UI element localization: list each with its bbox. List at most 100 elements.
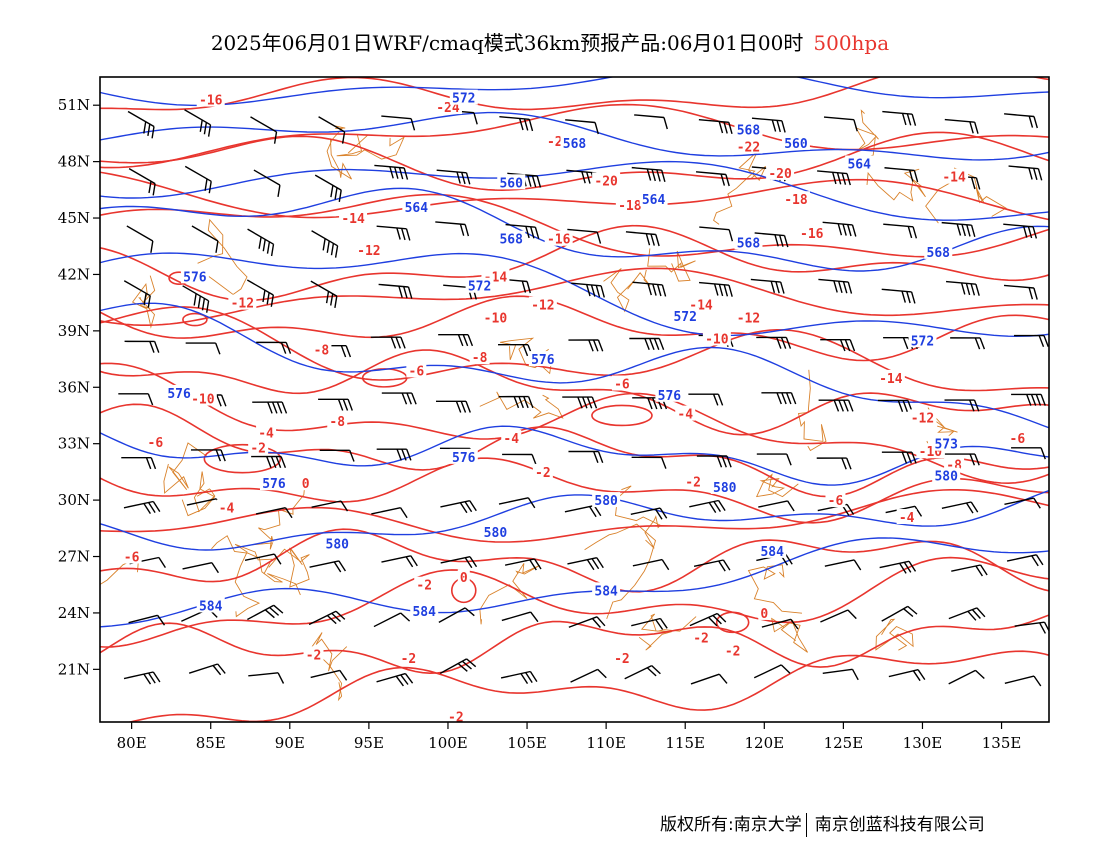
contour-value: -14 — [879, 372, 903, 387]
label-backdrop — [457, 569, 470, 585]
contour-value: 584 — [199, 599, 223, 614]
wind-barb — [951, 564, 988, 577]
wind-barb — [879, 560, 917, 574]
wind-barb — [888, 669, 926, 682]
contour-value: 572 — [911, 334, 934, 349]
wind-barb — [256, 341, 292, 354]
wind-barb — [761, 618, 799, 630]
boundary-line — [647, 248, 696, 282]
contour-value: -2 — [306, 648, 322, 663]
temperature-isotherm — [100, 193, 1049, 258]
label-backdrop — [592, 582, 621, 598]
contour-value: -4 — [503, 432, 519, 447]
wind-barb — [308, 610, 346, 626]
contour-value: -8 — [472, 351, 488, 366]
label-backdrop — [734, 234, 763, 250]
wind-barb — [570, 668, 607, 683]
contour-value: -4 — [677, 408, 693, 423]
wind-barb — [182, 285, 210, 313]
contour-labels: -16-24-22 -22-20-20-18 -18-16 -16-14-14-12-… — [121, 89, 1028, 725]
label-backdrop — [615, 196, 644, 212]
label-backdrop — [165, 384, 194, 400]
label-backdrop — [414, 576, 435, 592]
wind-barb — [884, 167, 919, 183]
contour-value: -10 — [484, 312, 508, 327]
label-backdrop — [497, 230, 526, 246]
contour-value: -2 — [448, 710, 464, 725]
contour-value: 0 — [760, 607, 768, 622]
contour-value: -6 — [828, 494, 844, 509]
wind-barb — [820, 609, 857, 623]
wind-barb — [124, 340, 160, 353]
wind-barb — [253, 169, 281, 198]
contour-value: -6 — [124, 551, 140, 566]
wind-barb — [373, 612, 411, 628]
geopotential-height-contour — [100, 111, 1049, 161]
wind-barb — [185, 342, 221, 355]
contour-value: 576 — [167, 387, 191, 402]
lat-tick-label: 30N — [58, 491, 90, 509]
plot-area: -16-24-22 -22-20-20-18 -18-16 -16-14-14-12-… — [100, 77, 1049, 725]
wind-barb — [1003, 284, 1038, 300]
contour-value: -10 — [705, 332, 729, 347]
wind-barb — [689, 499, 726, 513]
wind-barb — [944, 118, 979, 134]
lon-tick-label: 100E — [428, 734, 468, 752]
label-backdrop — [683, 473, 704, 489]
contour-value: -12 — [911, 411, 934, 426]
contour-value: 568 — [563, 137, 587, 152]
label-backdrop — [445, 708, 466, 722]
wind-barb — [758, 500, 795, 512]
wind-barb — [184, 109, 212, 137]
wind-barb — [883, 223, 918, 239]
boundary-line — [336, 134, 405, 160]
label-backdrop — [180, 268, 209, 284]
wind-barb — [756, 336, 792, 349]
contour-value: -10 — [191, 393, 215, 408]
temperature-closed-contour — [182, 312, 208, 327]
label-backdrop — [675, 405, 696, 421]
wind-barb — [310, 669, 348, 681]
label-backdrop — [896, 509, 917, 525]
wind-barb — [500, 670, 538, 684]
contour-value: 584 — [412, 605, 436, 620]
label-backdrop — [216, 499, 237, 515]
wind-barb — [634, 114, 668, 130]
geopotential-height-contour — [100, 489, 1049, 551]
contour-value: -4 — [219, 502, 235, 517]
label-backdrop — [481, 524, 510, 540]
contour-value: 560 — [784, 137, 808, 152]
wind-barb — [118, 393, 154, 406]
wind-barb — [564, 504, 602, 518]
contour-value: 580 — [484, 526, 508, 541]
wind-barb — [381, 115, 416, 131]
contour-value: 0 — [302, 477, 310, 492]
contour-value: -14 — [341, 212, 365, 227]
contour-value: -16 — [547, 233, 571, 248]
lat-tick-label: 36N — [58, 378, 90, 396]
chart-title: 2025年06月01日WRF/cmaq模式36km预报产品:06月01日00时 5… — [0, 27, 1100, 56]
contour-value: -8 — [329, 415, 345, 430]
wind-barb — [1004, 497, 1041, 509]
temperature-isotherm — [100, 528, 1049, 593]
wind-barb — [309, 560, 346, 573]
wind-barb — [751, 117, 786, 133]
contour-value: -2 — [693, 631, 709, 646]
label-backdrop — [406, 362, 427, 378]
contour-value: -6 — [409, 364, 425, 379]
wind-barb — [440, 556, 478, 569]
contour-value: 580 — [713, 481, 737, 496]
label-backdrop — [528, 296, 557, 312]
contour-value: -24 — [436, 101, 460, 116]
contour-value: 568 — [499, 233, 523, 248]
wind-barb — [567, 228, 602, 244]
label-backdrop — [532, 463, 553, 479]
wind-barb — [565, 119, 599, 135]
contour-value: -2 — [725, 645, 741, 660]
contour-value: -20 — [594, 174, 618, 189]
label-backdrop — [845, 155, 874, 171]
wind-barb — [127, 110, 155, 139]
wind-barb — [314, 174, 342, 203]
contour-value: -2 — [614, 652, 630, 667]
contour-value: -2 — [535, 466, 551, 481]
